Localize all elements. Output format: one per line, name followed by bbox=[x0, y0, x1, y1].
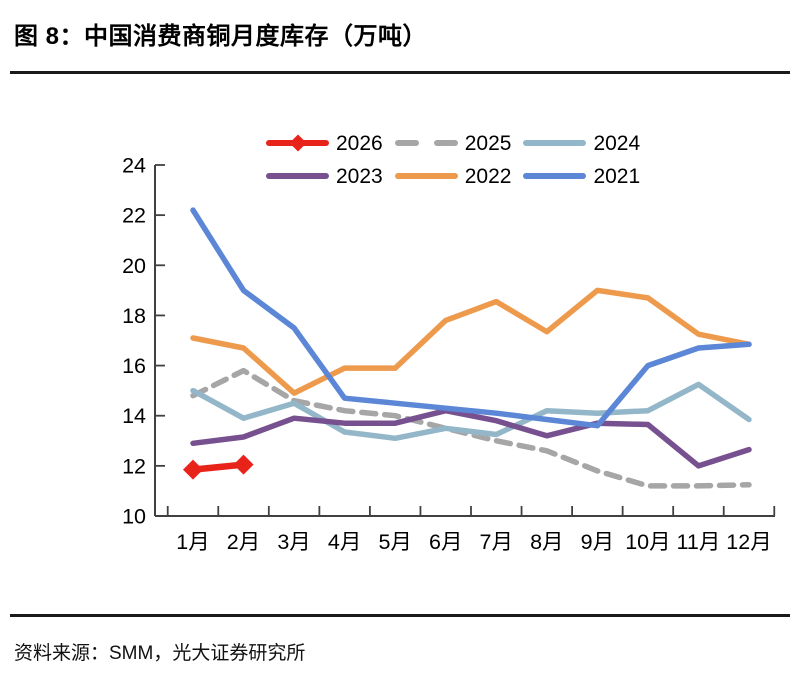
legend-label-2021: 2021 bbox=[593, 164, 641, 188]
legend-swatch-2022 bbox=[394, 173, 458, 179]
chart-legend: 2026 2025 2024 2023 2022 2021 bbox=[266, 130, 640, 189]
legend-item-2021: 2021 bbox=[523, 163, 640, 189]
legend-swatch-2023 bbox=[266, 173, 329, 179]
x-tick-label: 6月 bbox=[429, 530, 462, 554]
x-tick-label: 11月 bbox=[677, 530, 721, 554]
y-tick-label: 20 bbox=[122, 254, 146, 278]
x-axis: 1月 2月 3月 4月 5月 6月 7月 8月 9月 10月 11月 12月 bbox=[155, 506, 776, 554]
y-tick-label: 12 bbox=[122, 454, 146, 478]
legend-label-2023: 2023 bbox=[336, 164, 383, 188]
series-2022-line bbox=[190, 287, 752, 396]
source-note: 资料来源：SMM，光大证券研究所 bbox=[14, 643, 306, 664]
x-tick-label: 4月 bbox=[328, 530, 361, 554]
y-axis: 10 12 14 16 18 20 22 24 bbox=[122, 154, 165, 529]
diamond-marker-icon bbox=[289, 134, 306, 152]
x-tick-label: 3月 bbox=[277, 530, 310, 554]
series-2021-line bbox=[190, 207, 752, 429]
series-2024-line bbox=[190, 381, 752, 442]
series-2026-marker bbox=[183, 459, 203, 480]
y-tick-label: 22 bbox=[122, 204, 146, 228]
legend-swatch-2024 bbox=[523, 140, 587, 146]
x-tick-label: 5月 bbox=[378, 530, 411, 554]
x-tick-label: 1月 bbox=[176, 530, 209, 554]
legend-label-2025: 2025 bbox=[464, 131, 512, 155]
series-2023-line bbox=[190, 407, 752, 469]
footer-divider bbox=[10, 614, 790, 617]
legend-item-2022: 2022 bbox=[394, 163, 512, 189]
x-tick-label: 2月 bbox=[227, 530, 260, 554]
series-2026-marker bbox=[233, 454, 254, 475]
legend-item-2023: 2023 bbox=[266, 163, 383, 189]
title-divider bbox=[10, 71, 790, 74]
legend-item-2026: 2026 bbox=[266, 130, 383, 156]
legend-label-2026: 2026 bbox=[336, 131, 383, 155]
x-tick-label: 10月 bbox=[625, 530, 670, 554]
y-tick-label: 14 bbox=[122, 404, 146, 428]
x-tick-label: 9月 bbox=[581, 530, 614, 554]
figure-title: 图 8：中国消费商铜月度库存（万吨） bbox=[14, 23, 428, 50]
legend-swatch-2026 bbox=[266, 134, 329, 152]
y-tick-label: 24 bbox=[122, 154, 146, 178]
legend-item-2024: 2024 bbox=[523, 130, 640, 156]
x-tick-label: 8月 bbox=[530, 530, 563, 554]
legend-swatch-2025 bbox=[394, 140, 458, 146]
series-2025-line bbox=[190, 367, 752, 489]
x-tick-label: 7月 bbox=[480, 530, 513, 554]
y-tick-label: 10 bbox=[122, 505, 146, 529]
legend-label-2022: 2022 bbox=[464, 164, 512, 188]
legend-label-2024: 2024 bbox=[593, 131, 641, 155]
legend-item-2025: 2025 bbox=[394, 130, 512, 156]
y-tick-label: 18 bbox=[122, 304, 146, 328]
legend-swatch-2021 bbox=[523, 173, 587, 179]
x-tick-label: 12月 bbox=[726, 530, 771, 554]
y-tick-label: 16 bbox=[122, 354, 146, 378]
